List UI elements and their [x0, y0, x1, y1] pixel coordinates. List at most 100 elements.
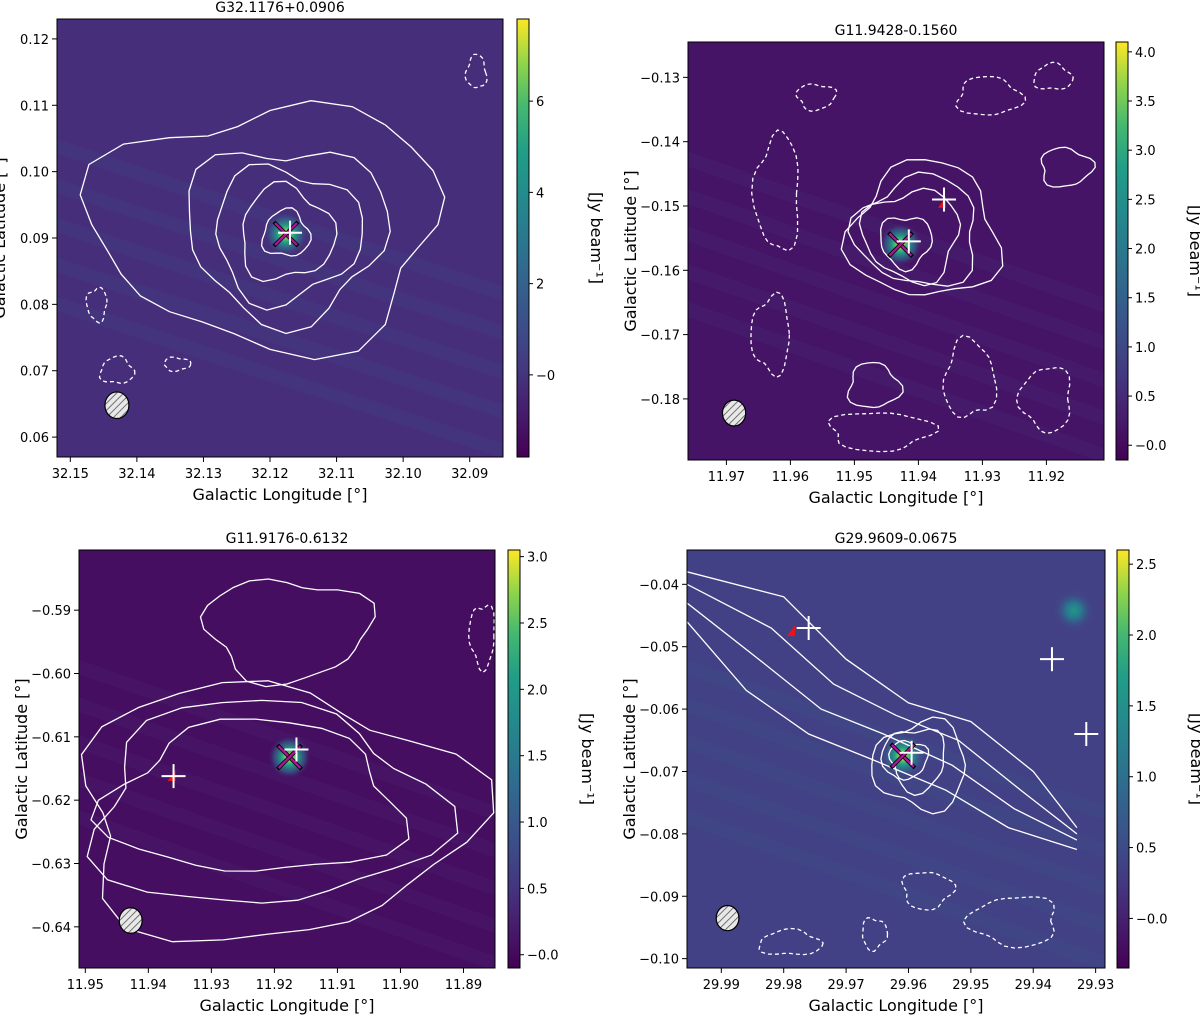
x-axis-label: Galactic Longitude [°] [193, 485, 368, 504]
chart-title: G11.9176-0.6132 [226, 531, 349, 547]
plot-area [687, 550, 1105, 968]
colorbar-tick-label: 2.0 [1135, 243, 1156, 258]
colorbar-tick-label: 1.5 [1136, 700, 1157, 715]
contour-dashed [901, 871, 957, 911]
contour-dashed [955, 75, 1027, 116]
x-tick-label: 29.93 [1077, 978, 1114, 993]
colorbar [507, 549, 521, 969]
contour-band [687, 602, 1078, 841]
x-tick-label: 11.96 [772, 470, 809, 485]
colorbar-label: [Jy beam⁻¹] [578, 713, 597, 805]
y-tick-label: −0.60 [31, 668, 71, 683]
colorbar-tick-label: −0.0 [1135, 439, 1167, 454]
contour-solid [80, 680, 495, 943]
x-tick-label: 11.95 [836, 470, 873, 485]
contour-dashed [163, 356, 192, 373]
y-tick-label: −0.61 [31, 731, 71, 746]
colorbar-tick-label: 2.5 [1136, 558, 1157, 573]
x-tick-label: 32.12 [251, 467, 288, 482]
x-tick-label: 32.10 [385, 467, 422, 482]
y-tick-label: −0.07 [639, 765, 679, 780]
image-streak [57, 296, 503, 457]
y-tick-label: −0.04 [639, 578, 679, 593]
contour-dashed [758, 927, 824, 956]
colorbar-tick-label: 4.0 [1135, 46, 1156, 61]
colorbar-tick-label: 6 [536, 95, 544, 110]
colorbar-tick-label: 0.5 [527, 882, 548, 897]
contour-band [687, 583, 1078, 835]
magenta-cross-marker [891, 744, 915, 768]
x-tick-label: 11.92 [1028, 470, 1065, 485]
contour-solid [846, 361, 904, 409]
x-tick-label: 11.97 [708, 470, 745, 485]
colorbar-label: [Jy beam⁻¹] [1187, 713, 1200, 805]
colorbar-tick-label: 1.5 [1135, 292, 1156, 307]
x-tick-label: 29.99 [703, 978, 740, 993]
y-tick-label: 0.09 [20, 232, 49, 247]
y-tick-label: −0.59 [31, 604, 71, 619]
x-tick-label: 29.96 [890, 978, 927, 993]
image-streak [687, 772, 1105, 934]
contour-solid [79, 100, 446, 361]
y-tick-label: −0.15 [640, 200, 680, 215]
colorbar [516, 18, 530, 458]
y-tick-label: 0.12 [20, 33, 49, 48]
image-streak [687, 734, 1105, 896]
image-streak [688, 264, 1104, 426]
x-tick-label: 32.09 [451, 467, 488, 482]
contour-solid [86, 699, 459, 904]
colorbar-tick-label: 1.5 [527, 750, 548, 765]
chart-title: G32.1176+0.0906 [215, 0, 345, 16]
panel-2: 11.97 11.96 11.95 11.94 11.93 11.92 −0.13 −0.14… [621, 23, 1200, 507]
colorbar-tick-label: 3.0 [527, 551, 548, 566]
contour-dashed [795, 83, 838, 112]
x-axis-label: Galactic Longitude [°] [200, 996, 375, 1015]
x-tick-label: 11.89 [445, 978, 482, 993]
contour-solid [880, 217, 933, 273]
panel-3: 11.95 11.94 11.93 11.92 11.91 11.90 11.89 −0.59… [12, 531, 597, 1015]
beam-ellipse [118, 907, 143, 934]
colorbar-tick-label: 3.0 [1135, 144, 1156, 159]
plot-area [57, 19, 503, 457]
colorbar-tick-label: 2.5 [1135, 193, 1156, 208]
y-axis-label: Galactic Latitude [°] [0, 157, 9, 318]
contour-dashed [962, 896, 1055, 949]
contour-dashed [1033, 61, 1074, 90]
colorbar-tick-label: 3.5 [1135, 95, 1156, 110]
x-tick-label: 29.98 [765, 978, 802, 993]
plot-frame [686, 549, 1106, 969]
colorbar-label: [Jy beam⁻¹] [1186, 205, 1200, 297]
x-tick-label: 11.94 [900, 470, 937, 485]
colorbar-tick-label: 1.0 [527, 816, 548, 831]
x-tick-label: 11.95 [67, 978, 104, 993]
y-axis-label: Galactic Latitude [°] [621, 170, 640, 331]
image-streak [79, 809, 495, 968]
y-tick-label: −0.09 [639, 890, 679, 905]
contour-dashed [942, 334, 998, 419]
colorbar-tick-label: 4 [536, 186, 544, 201]
y-tick-label: −0.14 [640, 136, 680, 151]
colorbar-tick-label: −0 [536, 369, 555, 384]
x-tick-label: 32.15 [52, 467, 89, 482]
image-streak [687, 809, 1105, 968]
chart-title: G11.9428-0.1560 [835, 23, 958, 39]
contour-solid [847, 171, 975, 287]
y-tick-label: −0.16 [640, 264, 680, 279]
contour-solid [215, 163, 364, 311]
x-axis-label: Galactic Longitude [°] [809, 996, 984, 1015]
contour-solid [242, 180, 338, 283]
colorbar-tick-label: 0.5 [1135, 390, 1156, 405]
contour-dashed [98, 355, 136, 384]
y-tick-label: 0.06 [20, 431, 49, 446]
x-tick-label: 29.97 [827, 978, 864, 993]
y-axis-label: Galactic Latitude [°] [620, 678, 639, 839]
y-tick-label: −0.08 [639, 828, 679, 843]
contour-dashed [85, 286, 108, 324]
contour-solid [188, 151, 391, 335]
x-tick-label: 11.90 [382, 978, 419, 993]
image-streak [79, 734, 495, 896]
colorbar-tick-label: 1.0 [1136, 771, 1157, 786]
y-tick-label: 0.08 [20, 298, 49, 313]
x-tick-label: 32.13 [185, 467, 222, 482]
